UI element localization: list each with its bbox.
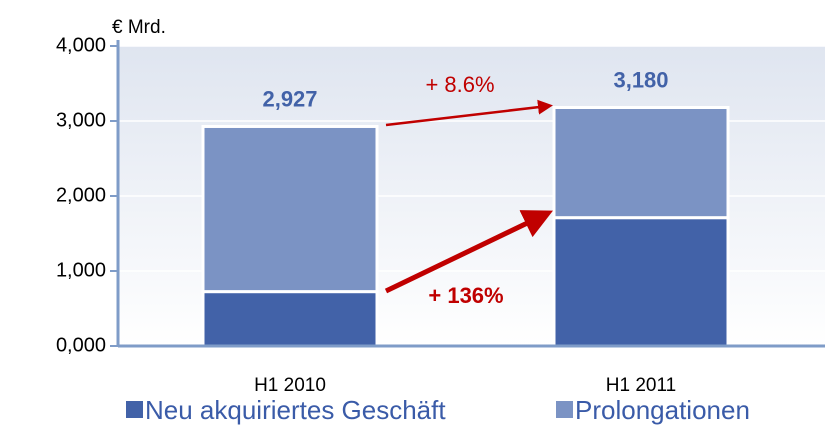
total-label: 3,180 xyxy=(613,67,668,92)
y-tick-label: 4,000 xyxy=(56,34,106,56)
bar-segment xyxy=(201,290,379,348)
y-tick-label: 1,000 xyxy=(56,259,106,281)
y-tick-label: 2,000 xyxy=(56,184,106,206)
x-tick-label: H1 2010 xyxy=(254,375,326,396)
y-tick-label: 0,000 xyxy=(56,334,106,356)
arrow xyxy=(385,99,553,127)
y-axis-label: € Mrd. xyxy=(112,17,166,38)
bar-segment xyxy=(201,124,379,294)
legend-swatch xyxy=(556,401,573,418)
bar-segment xyxy=(552,106,730,220)
annotation: + 8.6% xyxy=(425,72,494,97)
y-tick-label: 3,000 xyxy=(56,109,106,131)
legend-label: Prolongationen xyxy=(575,395,750,425)
legend-label: Neu akquiriertes Geschäft xyxy=(145,395,446,425)
arrow xyxy=(384,210,554,294)
x-tick-label: H1 2011 xyxy=(606,375,676,396)
total-label: 2,927 xyxy=(262,86,317,111)
legend-swatch xyxy=(126,401,143,418)
bar-segment xyxy=(552,216,730,348)
annotation: + 136% xyxy=(428,283,503,308)
